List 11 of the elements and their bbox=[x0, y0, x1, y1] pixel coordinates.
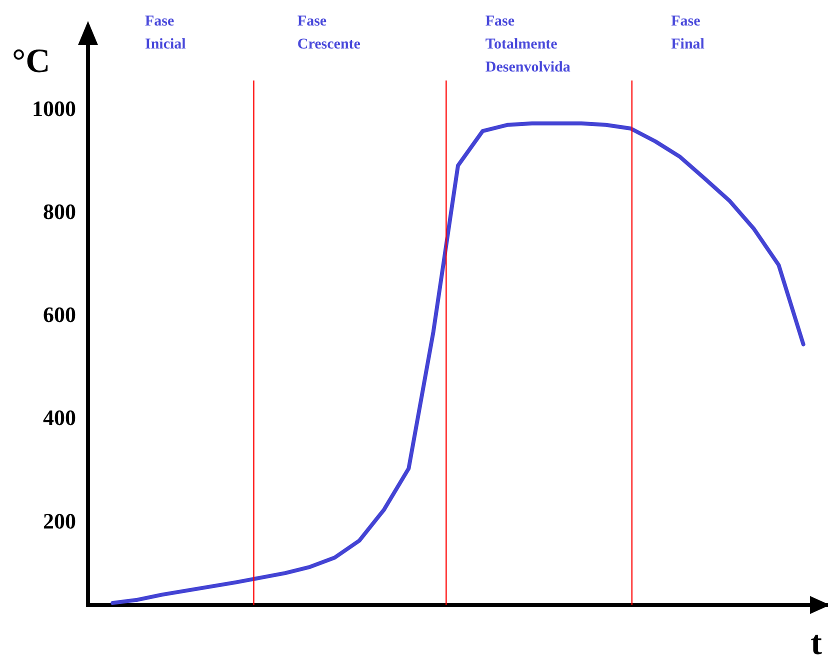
annotation: Fase Crescente bbox=[297, 13, 361, 52]
y-axis-title: °C bbox=[12, 42, 50, 80]
y-tick-label: 200 bbox=[43, 508, 76, 534]
x-axis-title: t bbox=[810, 624, 823, 662]
y-tick-label: 600 bbox=[43, 302, 76, 328]
y-tick-label: 400 bbox=[43, 405, 76, 430]
y-tick-label: 1000 bbox=[32, 96, 76, 122]
annotation: Fase Inicial bbox=[144, 13, 186, 52]
annotation: Fase Totalmente Desenvolvida bbox=[485, 13, 571, 76]
y-tick-label: 800 bbox=[43, 199, 76, 224]
annotation: Fase Final bbox=[671, 13, 704, 52]
